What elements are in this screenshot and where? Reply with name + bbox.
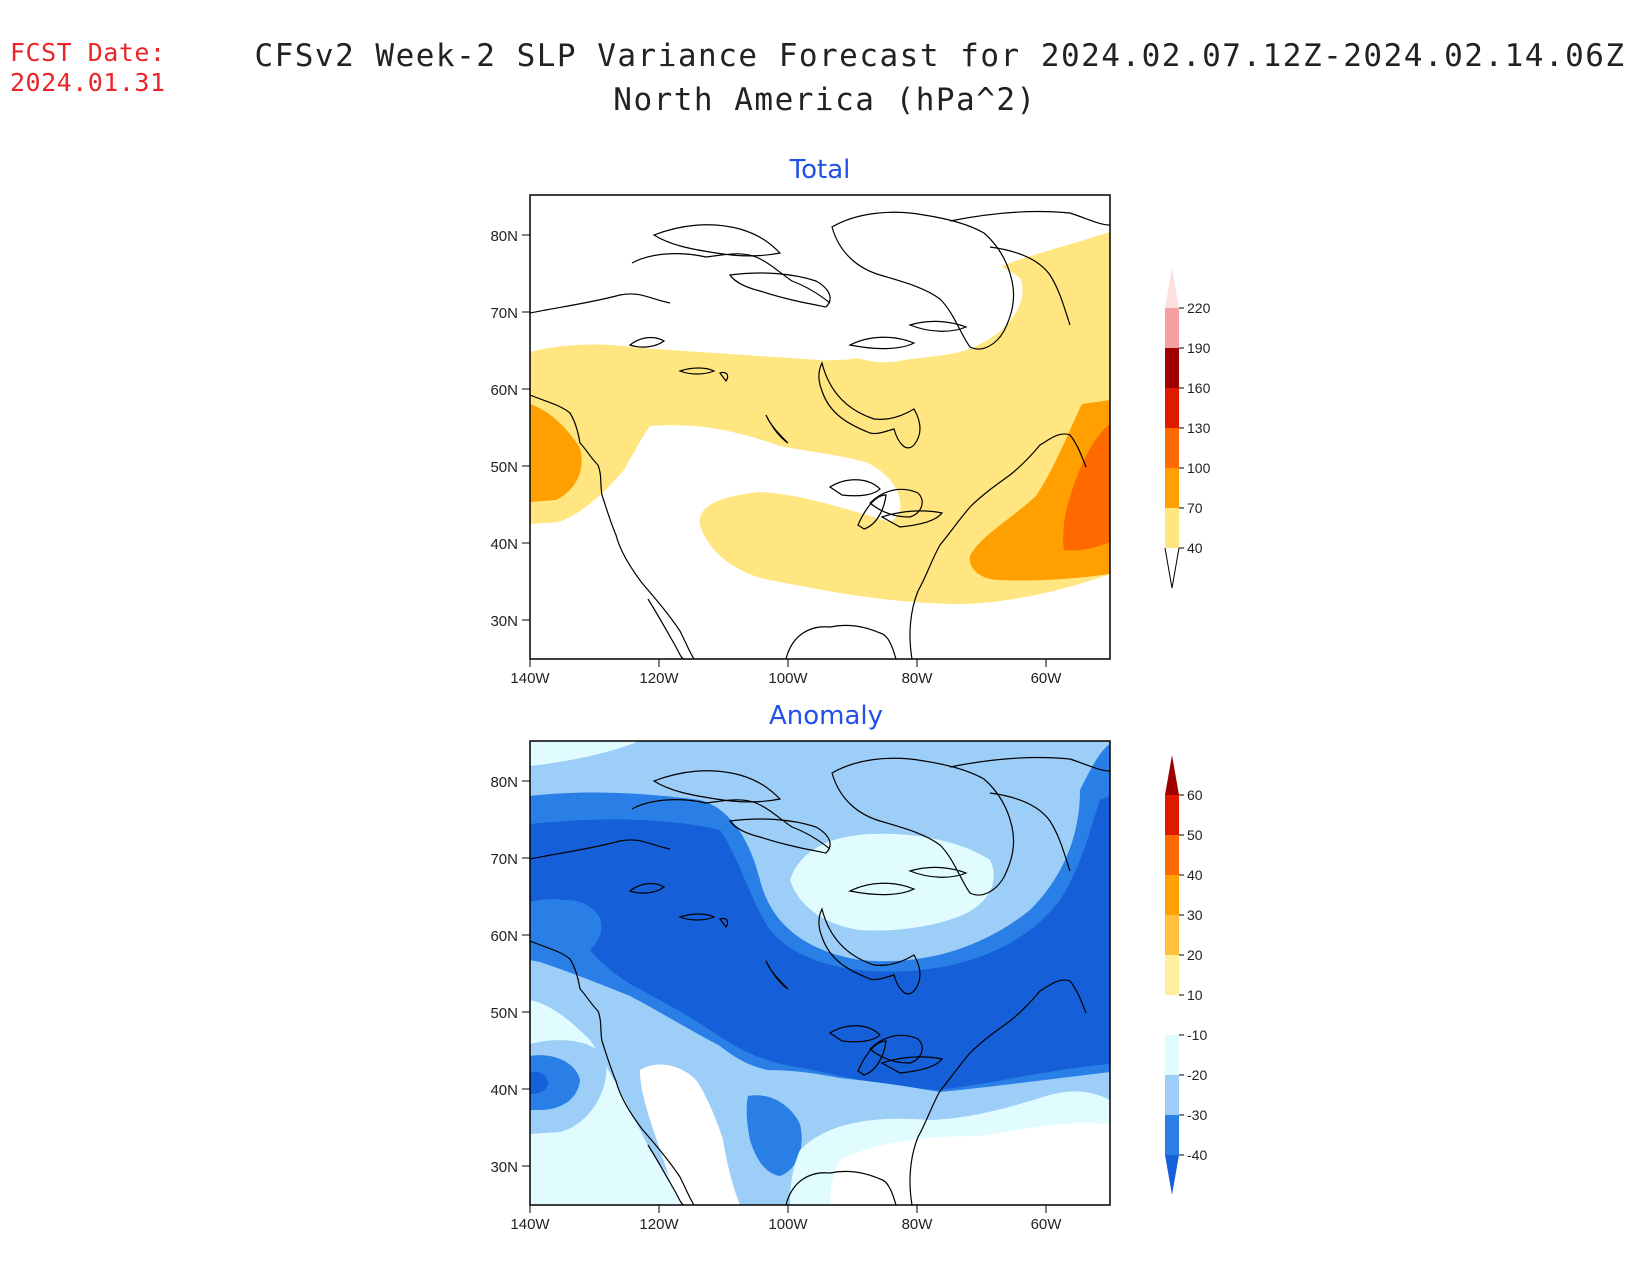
fcst-date-value: 2024.01.31 (10, 68, 166, 97)
colorbar-level-label: 100 (1187, 460, 1211, 476)
colorbar-swatch (1165, 1035, 1179, 1075)
colorbar-level-label: 10 (1187, 987, 1203, 1003)
total-map (530, 195, 1110, 659)
colorbar-top-arrow (1165, 268, 1179, 308)
lon-tick-label: 120W (639, 1216, 679, 1233)
lon-tick-label: 140W (510, 670, 550, 687)
colorbar-level-label: 20 (1187, 947, 1203, 963)
colorbar-level-label: -20 (1187, 1067, 1207, 1083)
anomaly-lat-axis: 80N 70N 60N 50N 40N 30N (490, 774, 530, 1176)
figure-title: CFSv2 Week-2 SLP Variance Forecast for 2… (0, 34, 1650, 122)
colorbar-swatch (1165, 468, 1179, 508)
lat-tick-label: 60N (490, 382, 518, 399)
title-line-2: North America (hPa^2) (613, 82, 1037, 118)
colorbar-swatch (1165, 875, 1179, 915)
colorbar-swatch (1165, 835, 1179, 875)
colorbar-level-label: 130 (1187, 420, 1211, 436)
colorbar-swatch (1165, 348, 1179, 388)
total-lon-axis: 140W 120W 100W 80W 60W (510, 659, 1062, 687)
lat-tick-label: 30N (490, 613, 518, 630)
lat-tick-label: 40N (490, 1082, 518, 1099)
colorbar-bottom-arrow (1165, 1155, 1179, 1195)
lat-tick-label: 70N (490, 305, 518, 322)
colorbar-swatch (1165, 955, 1179, 995)
lat-tick-label: 40N (490, 536, 518, 553)
colorbar-level-label: 40 (1187, 867, 1203, 883)
total-colorbar: 220 190 160 130 100 70 40 (1164, 268, 1211, 589)
forecast-date-block: FCST Date: 2024.01.31 (10, 38, 166, 98)
colorbar-swatch (1165, 428, 1179, 468)
colorbar-level-label: -30 (1187, 1107, 1207, 1123)
colorbar-level-label: 40 (1187, 540, 1203, 556)
total-map-frame (529, 194, 1111, 660)
lat-tick-label: 80N (490, 774, 518, 791)
colorbar-swatch (1165, 1115, 1179, 1155)
lat-tick-label: 30N (490, 1159, 518, 1176)
colorbar-swatch (1165, 795, 1179, 835)
colorbar-swatch (1165, 915, 1179, 955)
lon-tick-label: 140W (510, 1216, 550, 1233)
colorbar-level-label: 190 (1187, 340, 1211, 356)
colorbar-bottom-arrow (1164, 547, 1180, 589)
title-line-1: CFSv2 Week-2 SLP Variance Forecast for 2… (254, 38, 1626, 74)
lat-tick-label: 80N (490, 228, 518, 245)
lon-tick-label: 120W (639, 670, 679, 687)
fcst-date-label: FCST Date: (10, 38, 166, 67)
colorbar-swatch (1165, 995, 1179, 1035)
colorbar-swatch (1165, 1075, 1179, 1115)
total-lat-axis: 80N 70N 60N 50N 40N 30N (490, 228, 530, 630)
anomaly-lon-axis: 140W 120W 100W 80W 60W (510, 1205, 1062, 1233)
lat-tick-label: 50N (490, 1005, 518, 1022)
colorbar-level-label: -10 (1187, 1027, 1207, 1043)
colorbar-top-arrow (1165, 755, 1179, 795)
lon-tick-label: 100W (768, 1216, 808, 1233)
colorbar-swatch (1165, 308, 1179, 348)
colorbar-swatch (1165, 508, 1179, 548)
lon-tick-label: 60W (1031, 670, 1063, 687)
colorbar-level-label: -40 (1187, 1147, 1207, 1163)
lat-tick-label: 60N (490, 928, 518, 945)
lon-tick-label: 60W (1031, 1216, 1063, 1233)
colorbar-level-label: 30 (1187, 907, 1203, 923)
panel-title-anomaly: Anomaly (769, 701, 883, 731)
lat-tick-label: 70N (490, 851, 518, 868)
lon-tick-label: 80W (902, 1216, 934, 1233)
colorbar-level-label: 160 (1187, 380, 1211, 396)
lon-tick-label: 100W (768, 670, 808, 687)
colorbar-level-label: 70 (1187, 500, 1203, 516)
anomaly-map (530, 741, 1110, 1205)
lat-tick-label: 50N (490, 459, 518, 476)
colorbar-level-label: 60 (1187, 787, 1203, 803)
lon-tick-label: 80W (902, 670, 934, 687)
anomaly-map-frame (529, 740, 1111, 1206)
colorbar-swatch (1165, 388, 1179, 428)
colorbar-level-label: 220 (1187, 300, 1211, 316)
colorbar-level-label: 50 (1187, 827, 1203, 843)
panel-title-total: Total (789, 155, 851, 185)
anomaly-colorbar: 60 50 40 30 20 10 -10 -20 -30 -40 (1165, 755, 1207, 1195)
